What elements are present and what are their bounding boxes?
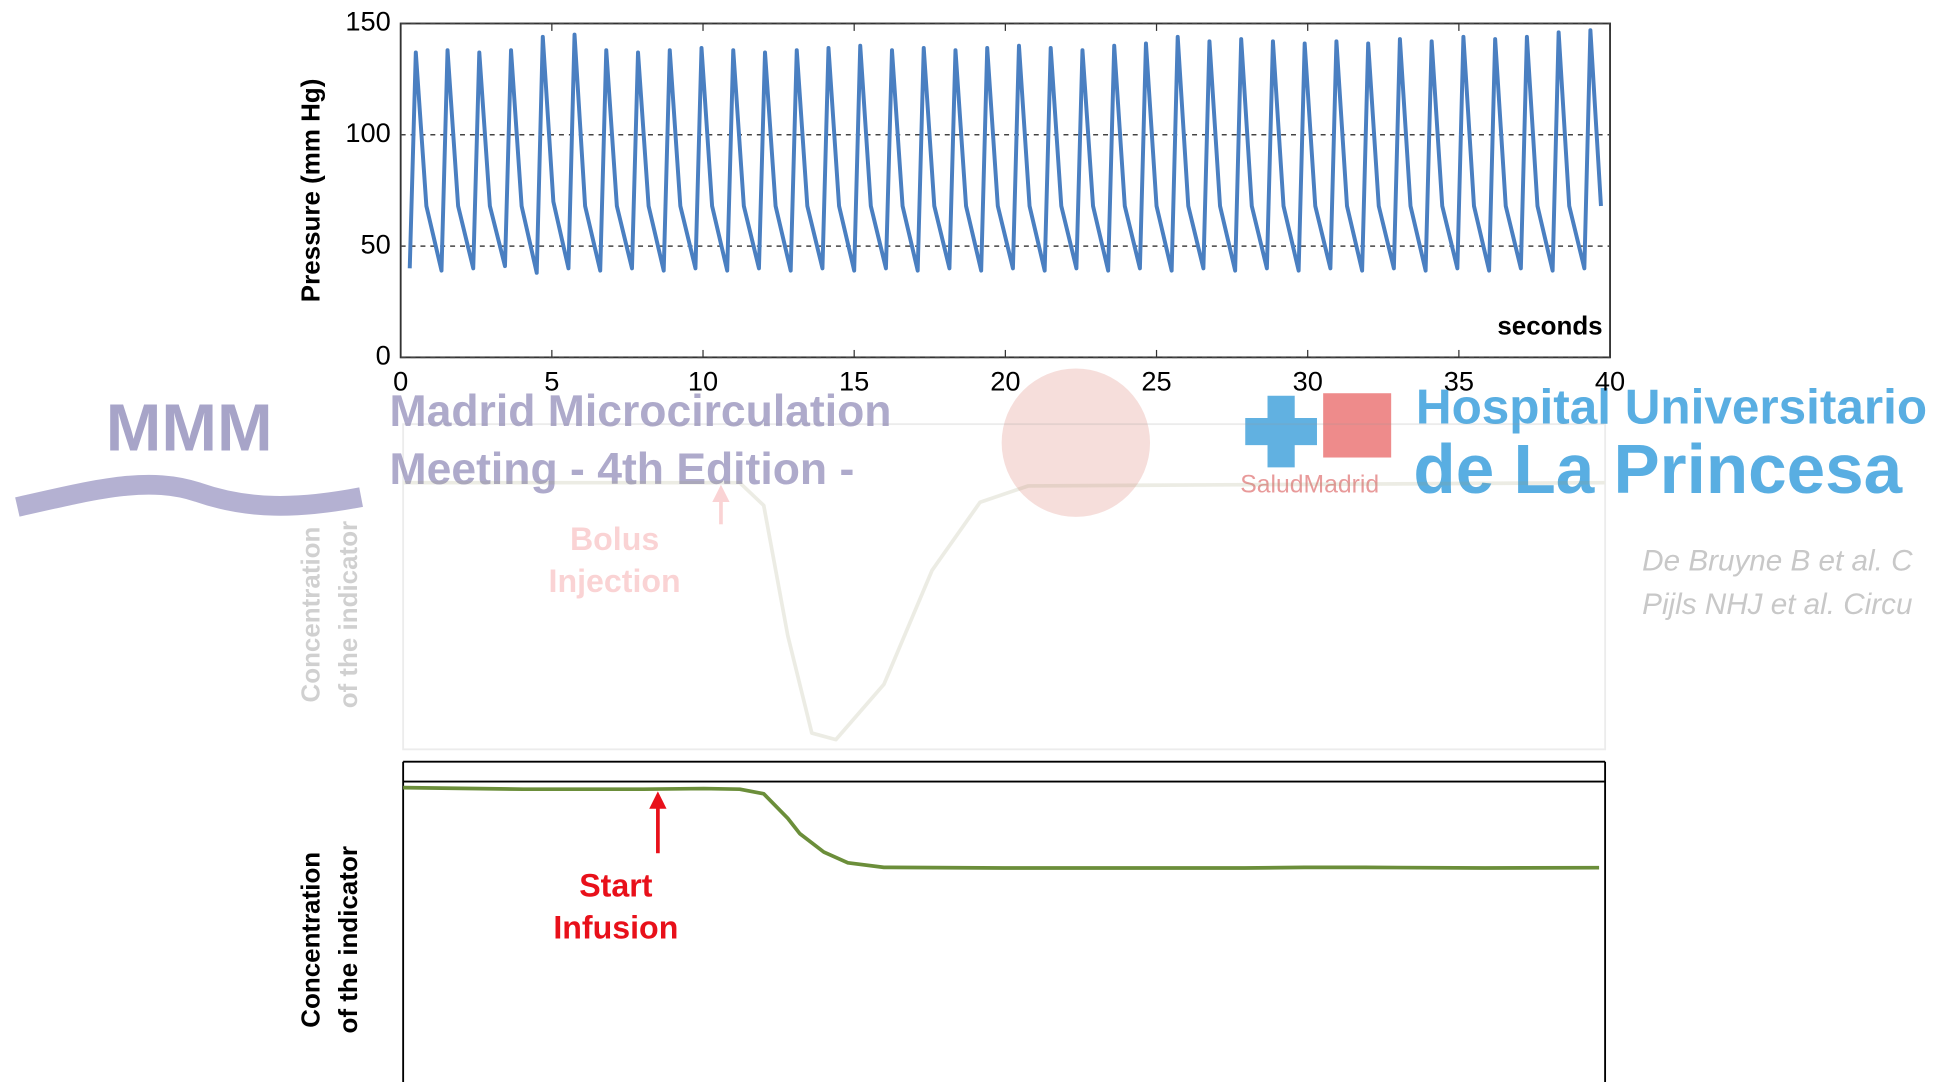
x-tick-label: 20 — [990, 366, 1020, 397]
annotation: Start — [579, 867, 653, 903]
event-title: Madrid Microcirculation — [390, 387, 892, 436]
hospital-name: Hospital Universitario — [1416, 380, 1927, 435]
background — [0, 0, 1939, 1082]
x-tick-label: 15 — [839, 366, 869, 397]
reference: Pijls NHJ et al. Circu — [1642, 588, 1912, 621]
annotation: Bolus — [570, 521, 659, 557]
y-axis-label: of the indicator — [333, 846, 363, 1033]
annotation: Infusion — [553, 909, 678, 945]
y-tick-label: 150 — [345, 6, 390, 37]
x-tick-label: 30 — [1293, 366, 1323, 397]
health-square — [1323, 393, 1391, 457]
annotation: Injection — [549, 563, 681, 599]
reference: De Bruyne B et al. C — [1642, 544, 1913, 577]
x-tick-label: 5 — [544, 366, 559, 397]
x-tick-label: 10 — [688, 366, 718, 397]
x-axis-label: seconds — [1497, 311, 1602, 341]
slide: MMM Madrid Microcirculation Meeting - 4th … — [0, 0, 1939, 1082]
y-tick-label: 0 — [376, 340, 391, 371]
x-tick-label: 35 — [1444, 366, 1474, 397]
x-tick-label: 40 — [1595, 366, 1625, 397]
y-tick-label: 100 — [345, 117, 390, 148]
y-axis-label: of the indicator — [333, 521, 363, 708]
x-tick-label: 0 — [393, 366, 408, 397]
event-title: Meeting - 4th Edition - — [390, 445, 855, 494]
y-tick-label: 50 — [361, 228, 391, 259]
page: {"chart_data":[ {"type":"line","ylabel":… — [0, 0, 1939, 1082]
hospital-name: de La Princesa — [1413, 430, 1902, 508]
logo-sphere — [1002, 368, 1150, 516]
y-axis-label: Concentration — [296, 852, 326, 1028]
y-axis-label: Pressure (mm Hg) — [296, 79, 326, 303]
y-axis-label: Concentration — [296, 527, 326, 703]
x-tick-label: 25 — [1141, 366, 1171, 397]
logo-mmm: MMM — [106, 391, 273, 465]
